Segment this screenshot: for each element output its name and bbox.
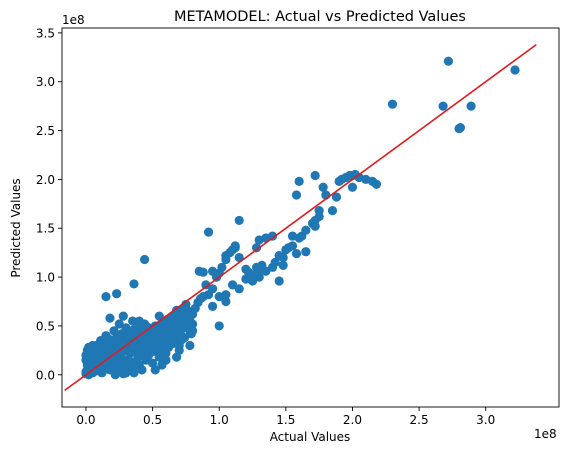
data-point <box>137 365 147 375</box>
y-tick-label: 0.0 <box>36 368 55 382</box>
x-tick-label: 2.0 <box>343 413 362 427</box>
data-point <box>234 215 244 226</box>
data-point <box>101 292 111 302</box>
data-point <box>254 272 264 282</box>
data-point <box>247 276 258 286</box>
data-point <box>157 360 167 370</box>
data-point <box>221 251 231 261</box>
data-point <box>217 262 227 272</box>
y-tick-label: 2.0 <box>36 173 55 187</box>
data-point <box>173 319 183 329</box>
data-point <box>510 65 520 75</box>
data-point <box>278 252 288 263</box>
data-point <box>82 345 92 355</box>
data-point <box>134 316 144 326</box>
data-point <box>438 101 448 111</box>
data-point <box>301 225 311 235</box>
data-point <box>201 280 211 290</box>
data-point <box>310 170 320 181</box>
data-point <box>171 352 182 362</box>
data-point <box>214 321 224 331</box>
data-point <box>278 260 288 270</box>
data-point <box>187 326 198 336</box>
data-point <box>114 319 124 329</box>
data-point <box>110 370 120 380</box>
data-point <box>182 311 192 321</box>
data-point <box>261 266 271 276</box>
data-point <box>314 211 324 222</box>
data-point <box>234 284 244 294</box>
y-tick-label: 3.5 <box>36 26 55 40</box>
data-point <box>129 279 139 289</box>
data-point <box>371 179 382 189</box>
data-point <box>181 299 191 310</box>
data-point <box>294 176 304 186</box>
data-point <box>112 289 122 299</box>
y-tick-label: 1.0 <box>36 271 55 285</box>
data-point <box>227 280 238 290</box>
data-point <box>443 56 454 66</box>
data-point <box>194 266 204 276</box>
y-tick-label: 2.5 <box>36 124 55 138</box>
data-point <box>150 365 160 375</box>
data-point <box>129 368 139 378</box>
data-point <box>270 257 280 268</box>
data-point <box>221 290 231 300</box>
reference-line-layer <box>64 43 537 392</box>
data-point <box>221 296 231 307</box>
x-tick-label: 0.0 <box>76 413 95 427</box>
data-point <box>318 182 328 192</box>
x-axis-offset-label: 1e8 <box>534 427 557 441</box>
data-point <box>291 249 302 259</box>
data-point <box>251 243 262 253</box>
data-point <box>301 247 311 257</box>
data-point <box>466 101 476 111</box>
data-point <box>310 221 320 231</box>
data-point <box>187 319 198 329</box>
x-axis-label: Actual Values <box>270 430 351 444</box>
data-point <box>122 331 132 341</box>
data-point <box>140 254 150 265</box>
data-point <box>207 266 218 276</box>
reference-line <box>64 43 537 392</box>
data-point <box>387 99 398 109</box>
data-point <box>118 369 128 379</box>
y-axis-label: Predicted Values <box>9 178 23 277</box>
y-tick-label: 1.5 <box>36 222 55 236</box>
data-point <box>283 243 294 253</box>
data-point <box>207 301 218 311</box>
data-point <box>327 206 338 216</box>
x-tick-label: 1.5 <box>276 413 295 427</box>
data-point <box>207 284 218 294</box>
data-points <box>81 56 520 380</box>
data-point <box>291 190 302 200</box>
data-point <box>287 231 298 241</box>
data-point <box>94 340 104 351</box>
y-axis-offset-label: 1e8 <box>62 13 85 27</box>
data-point <box>118 311 128 321</box>
data-point <box>177 335 187 345</box>
data-point <box>347 182 358 192</box>
axes-frame <box>61 27 560 408</box>
data-point <box>455 123 465 133</box>
y-tick-label: 3.0 <box>36 75 55 89</box>
data-point <box>128 316 138 326</box>
data-point <box>81 355 91 365</box>
data-point <box>267 231 278 241</box>
data-point <box>274 276 284 286</box>
x-tick-label: 2.5 <box>410 413 429 427</box>
data-point <box>203 227 214 237</box>
data-point <box>174 327 184 337</box>
x-tick-label: 3.0 <box>476 413 495 427</box>
x-tick-label: 1.0 <box>210 413 229 427</box>
y-tick-label: 0.5 <box>36 319 55 333</box>
data-point <box>185 340 195 351</box>
x-tick-label: 0.5 <box>143 413 162 427</box>
axes: 0.0 0.5 1.0 1.5 2.0 2.5 3.0 0.0 0.5 1.0 1.5 2.0 2.5 3… <box>36 26 560 427</box>
data-point <box>105 313 115 323</box>
data-point <box>230 241 240 251</box>
chart-title: METAMODEL: Actual vs Predicted Values <box>174 9 466 25</box>
data-point <box>331 192 342 202</box>
